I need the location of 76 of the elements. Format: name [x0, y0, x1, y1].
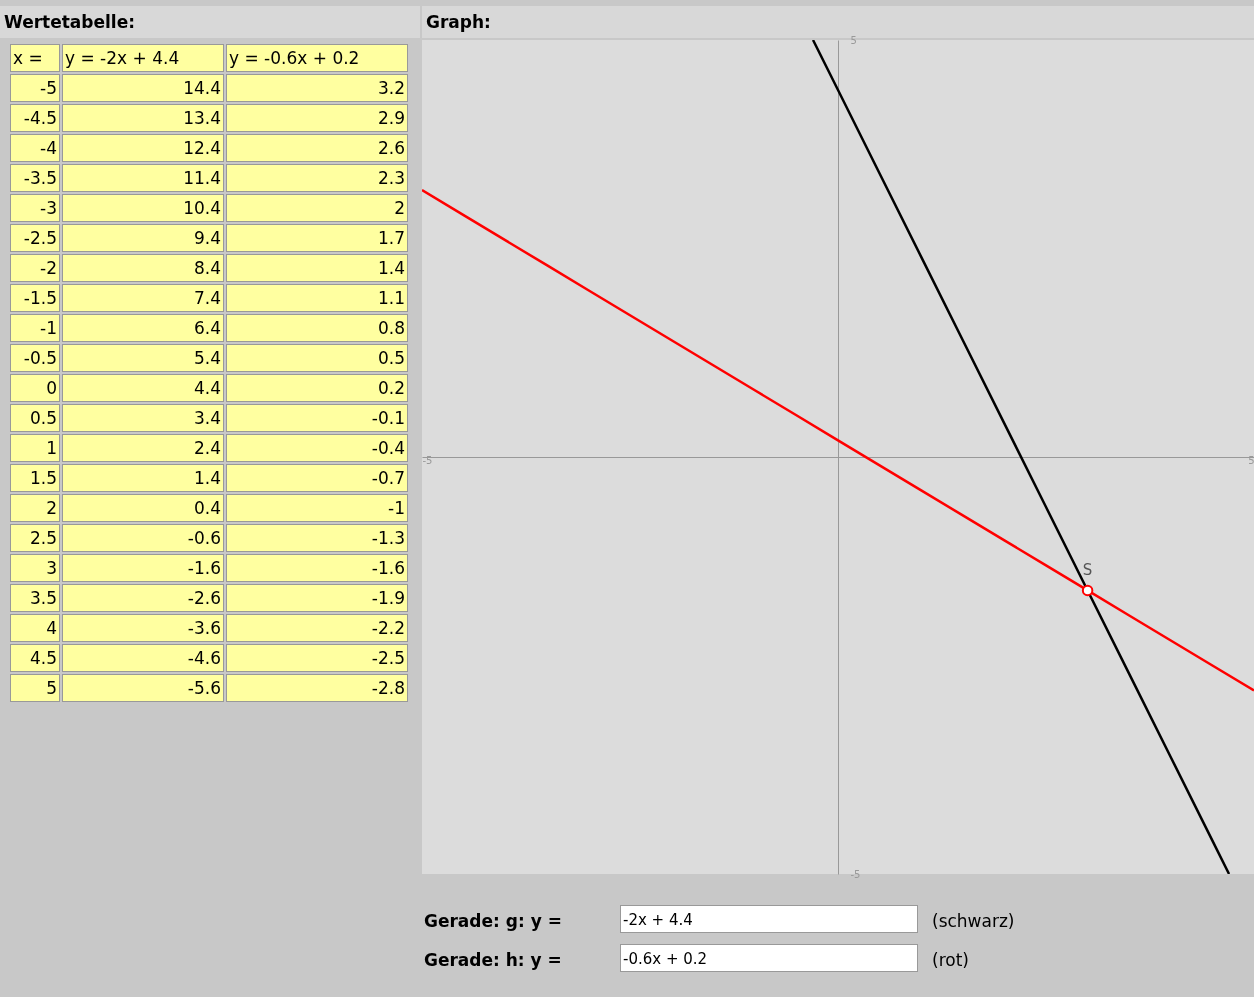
- text: Wertetabelle:: [0, 6, 420, 38]
- text: 2.9: [226, 104, 408, 132]
- text: -1.6: [226, 554, 408, 582]
- text: -0.1: [226, 404, 408, 432]
- text: 1: [10, 434, 60, 462]
- line-series: [422, 188, 1254, 692]
- text: 0.8: [226, 314, 408, 342]
- text: -3.5: [10, 164, 60, 192]
- text: y = -0.6x + 0.2: [226, 44, 408, 72]
- text: Graph:: [426, 12, 491, 32]
- text: 14.4: [62, 74, 224, 102]
- text: 1.7: [226, 224, 408, 252]
- text: -3.6: [62, 614, 224, 642]
- text: 2: [10, 494, 60, 522]
- text: -1.9: [226, 584, 408, 612]
- text-field: -2x + 4.4: [620, 905, 918, 933]
- annotation: S: [1082, 561, 1093, 580]
- text: Gerade: g: y =: [424, 910, 562, 933]
- text: 3.5: [10, 584, 60, 612]
- text: 3.4: [62, 404, 224, 432]
- text: -1: [226, 494, 408, 522]
- text: 4: [10, 614, 60, 642]
- text: 0: [10, 374, 60, 402]
- text: (schwarz): [932, 910, 1015, 933]
- text: -1.6: [62, 554, 224, 582]
- text: 10.4: [62, 194, 224, 222]
- text: 3.2: [226, 74, 408, 102]
- text: -4: [10, 134, 60, 162]
- text: -0.4: [226, 434, 408, 462]
- text: (rot): [932, 949, 969, 972]
- text: -4.5: [10, 104, 60, 132]
- text: 2.4: [62, 434, 224, 462]
- text: 1.4: [226, 254, 408, 282]
- text: 9.4: [62, 224, 224, 252]
- text: 0.4: [62, 494, 224, 522]
- text: 0.5: [10, 404, 60, 432]
- text: x =: [10, 44, 60, 72]
- text: 6.4: [62, 314, 224, 342]
- text: -1: [10, 314, 60, 342]
- text: 1.1: [226, 284, 408, 312]
- text: -0.6: [62, 524, 224, 552]
- text: 1.4: [62, 464, 224, 492]
- text: -2: [10, 254, 60, 282]
- text: 7.4: [62, 284, 224, 312]
- text: 0.2: [226, 374, 408, 402]
- text: 12.4: [62, 134, 224, 162]
- text: 1.5: [10, 464, 60, 492]
- text: 3: [10, 554, 60, 582]
- text: 8.4: [62, 254, 224, 282]
- text-field: -0.6x + 0.2: [620, 944, 918, 972]
- text: -2.5: [226, 644, 408, 672]
- text: -0.5: [10, 344, 60, 372]
- text: -1.5: [10, 284, 60, 312]
- text: -5: [10, 74, 60, 102]
- text: -4.6: [62, 644, 224, 672]
- text: 0.5: [226, 344, 408, 372]
- text: 5.4: [62, 344, 224, 372]
- text: 4.4: [62, 374, 224, 402]
- text: -2.5: [10, 224, 60, 252]
- text: 2.6: [226, 134, 408, 162]
- text: -3: [10, 194, 60, 222]
- text: -2.8: [226, 674, 408, 702]
- text: y = -2x + 4.4: [62, 44, 224, 72]
- text: 11.4: [62, 164, 224, 192]
- text: 2.5: [10, 524, 60, 552]
- text: 4.5: [10, 644, 60, 672]
- text: -2.2: [226, 614, 408, 642]
- text: 5: [10, 674, 60, 702]
- text: 2.3: [226, 164, 408, 192]
- text: -0.7: [226, 464, 408, 492]
- text: -1.3: [226, 524, 408, 552]
- text: -5.6: [62, 674, 224, 702]
- text: 13.4: [62, 104, 224, 132]
- text: 2: [226, 194, 408, 222]
- text: -2.6: [62, 584, 224, 612]
- text: Gerade: h: y =: [424, 949, 562, 972]
